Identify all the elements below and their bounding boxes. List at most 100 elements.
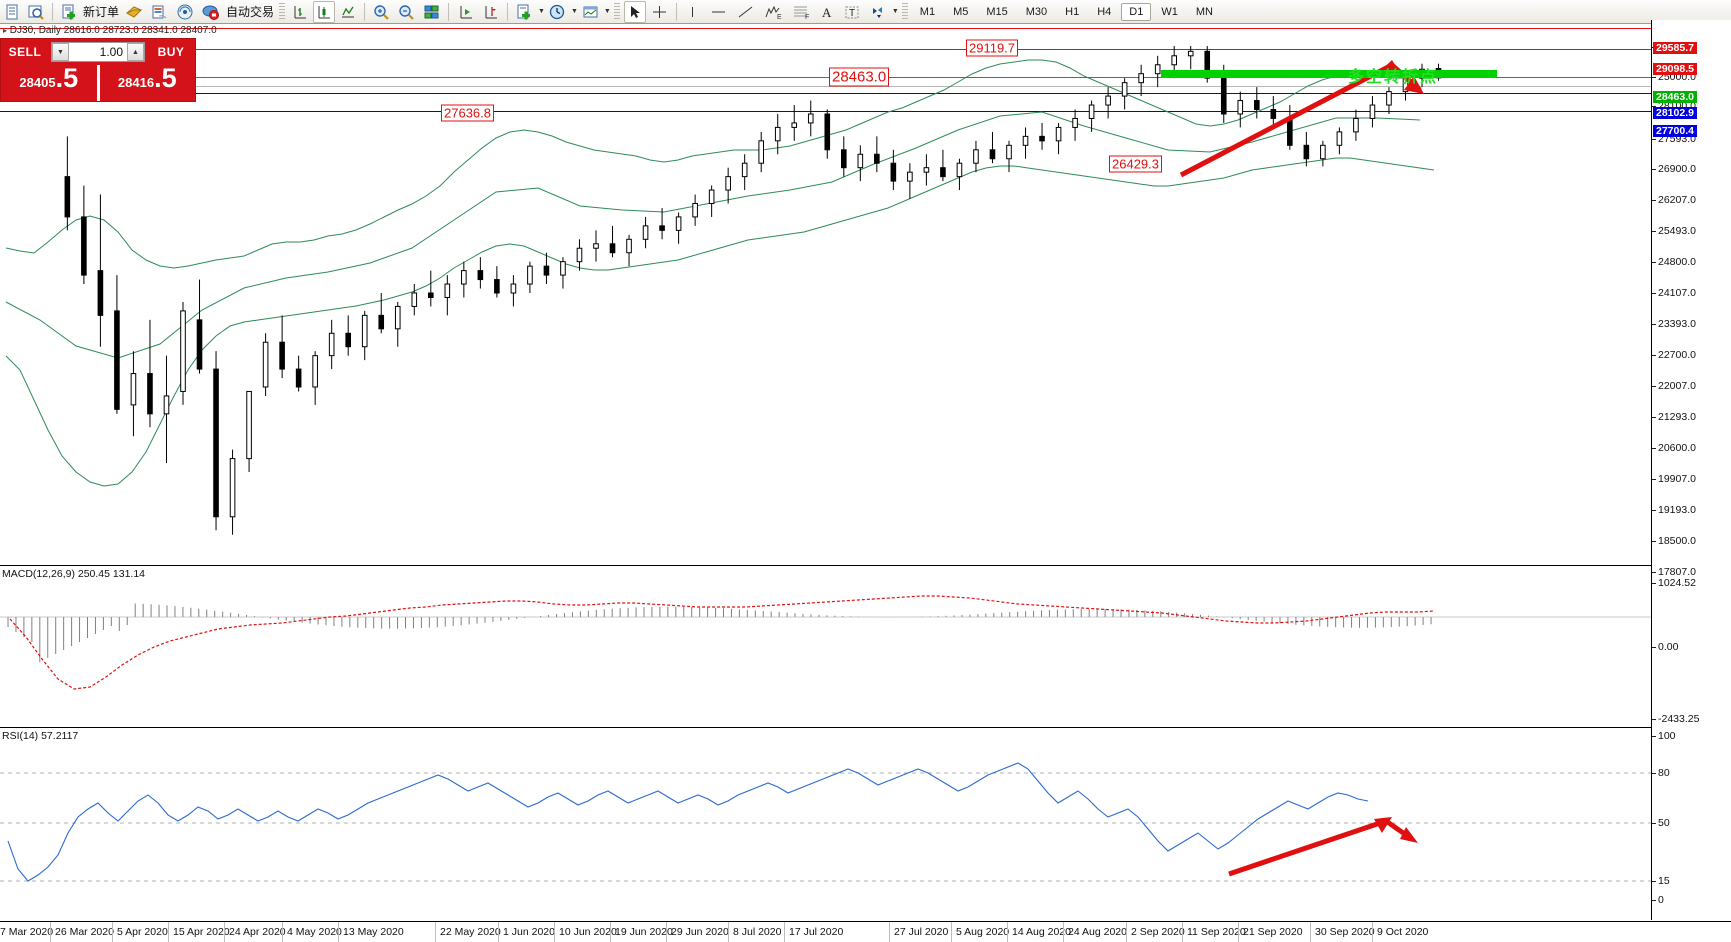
- tab-timeframe-w1[interactable]: W1: [1161, 5, 1178, 18]
- tab-timeframe-m1[interactable]: M1: [919, 5, 936, 18]
- zoom-in-icon[interactable]: [370, 1, 393, 23]
- indicators-icon[interactable]: [513, 1, 536, 23]
- price-axis[interactable]: 29602.025000.028100.027593.026900.026207…: [1651, 20, 1731, 920]
- tab-timeframe-h1[interactable]: H1: [1065, 5, 1080, 18]
- price-axis-chip[interactable]: 28463.0: [1653, 91, 1697, 103]
- tab-timeframe-m15[interactable]: M15: [986, 5, 1008, 18]
- date-axis-separator: [498, 922, 499, 942]
- chevron-down-icon-3[interactable]: ▼: [603, 8, 611, 15]
- sell-price[interactable]: 28405.5: [1, 65, 97, 101]
- tab-timeframe-mn[interactable]: MN: [1195, 5, 1213, 18]
- tab-timeframe-d1[interactable]: D1: [1121, 2, 1152, 21]
- candle-body: [1171, 55, 1178, 66]
- price-axis-label: 22007.0: [1658, 380, 1696, 392]
- candle-body: [411, 292, 418, 307]
- auto-scroll-icon[interactable]: [454, 1, 477, 23]
- price-axis-tick: [1652, 479, 1656, 480]
- price-axis-chip[interactable]: 29098.5: [1653, 63, 1697, 75]
- new-chart-icon[interactable]: [1, 1, 23, 23]
- chart-shift-icon[interactable]: [479, 1, 502, 23]
- autotrading-label[interactable]: 自动交易: [226, 5, 275, 19]
- tag-28463-0[interactable]: 28463.0: [829, 67, 890, 87]
- zoom-out-icon[interactable]: [395, 1, 418, 23]
- trade-panel-prices[interactable]: 28405.5 28416.5: [1, 65, 195, 101]
- tile-windows-icon[interactable]: [420, 1, 443, 23]
- date-axis-separator: [1007, 922, 1008, 942]
- autotrading-icon[interactable]: [199, 1, 223, 23]
- price-axis-label: 22700.0: [1658, 349, 1696, 361]
- date-axis[interactable]: 7 Mar 2020 26 Mar 2020 5 Apr 2020 15 Apr 20…: [0, 921, 1731, 942]
- one-click-trading-panel[interactable]: SELL ▼ 1.00 ▲ BUY 28405.5 28416.5: [0, 38, 196, 102]
- rsi-pane[interactable]: RSI(14) 57.2117: [0, 729, 1651, 920]
- price-axis-label: 20600.0: [1658, 442, 1696, 454]
- text-icon[interactable]: A: [816, 1, 838, 23]
- sell-button[interactable]: SELL: [8, 45, 42, 59]
- candle-body: [956, 162, 963, 178]
- tab-timeframe-h4[interactable]: H4: [1097, 5, 1112, 18]
- shapes-icon[interactable]: [866, 1, 890, 23]
- date-axis-separator: [1126, 922, 1127, 942]
- lot-increase-button[interactable]: ▲: [127, 43, 144, 61]
- candlestick-chart-icon[interactable]: [313, 0, 336, 23]
- fibonacci-icon[interactable]: F: [788, 1, 814, 23]
- lot-size-input[interactable]: 1.00: [99, 45, 123, 59]
- buy-button[interactable]: BUY: [157, 45, 185, 59]
- date-axis-separator: [554, 922, 555, 942]
- metaeditor-icon[interactable]: [122, 1, 146, 23]
- elliott-wave-icon[interactable]: E: [760, 1, 786, 23]
- toolbar-grip[interactable]: [279, 2, 286, 21]
- candle-body: [841, 149, 847, 169]
- chevron-down-icon-4[interactable]: ▼: [891, 8, 899, 15]
- lot-decrease-button[interactable]: ▼: [52, 43, 69, 61]
- line-chart-icon[interactable]: [337, 1, 359, 23]
- date-axis-label: 4 May 2020: [287, 926, 342, 938]
- price-axis-chip[interactable]: 28102.9: [1653, 107, 1697, 119]
- text-label-icon[interactable]: T: [840, 1, 864, 23]
- toolbar-grip-2[interactable]: [613, 2, 620, 21]
- horizontal-line-icon[interactable]: [706, 1, 731, 23]
- signals-icon[interactable]: [173, 1, 197, 23]
- bar-chart-icon[interactable]: [289, 1, 311, 23]
- price-axis-tick: [1652, 510, 1656, 511]
- candle-body: [973, 149, 979, 164]
- candle-body: [560, 261, 566, 276]
- toolbar-grip-3[interactable]: [901, 2, 908, 21]
- collapse-triangle-icon[interactable]: ▸: [3, 26, 8, 35]
- new-order-icon[interactable]: [58, 1, 80, 23]
- price-axis-chip[interactable]: 29585.7: [1653, 42, 1697, 54]
- tag-27636-8[interactable]: 27636.8: [441, 104, 494, 122]
- main-toolbar[interactable]: 新订单 自动交易: [0, 0, 1731, 24]
- turning-point-note[interactable]: 多空转折点: [1348, 67, 1439, 86]
- date-axis-separator: [338, 922, 339, 942]
- periods-icon[interactable]: [546, 1, 569, 23]
- price-pane[interactable]: 29119.7 28463.0 27636.8 26429.3 多空转折点: [0, 20, 1651, 566]
- crosshair-icon[interactable]: [648, 1, 671, 23]
- candle-body: [758, 140, 765, 164]
- rsi-series: [0, 762, 1651, 882]
- tab-timeframe-m30[interactable]: M30: [1025, 5, 1048, 18]
- trendline-icon[interactable]: [733, 1, 758, 23]
- chart-area[interactable]: 29119.7 28463.0 27636.8 26429.3 多空转折点 MA…: [0, 20, 1731, 920]
- chevron-down-icon-2[interactable]: ▼: [570, 8, 578, 15]
- price-axis-chip[interactable]: 27700.4: [1653, 125, 1697, 137]
- trade-panel-divider: [96, 65, 100, 101]
- date-axis-label: 24 Aug 2020: [1068, 926, 1127, 938]
- tag-29119-7[interactable]: 29119.7: [966, 39, 1019, 57]
- trade-panel-header[interactable]: SELL ▼ 1.00 ▲ BUY: [1, 39, 195, 65]
- cursor-icon[interactable]: [623, 0, 646, 23]
- tag-26429-3[interactable]: 26429.3: [1109, 155, 1162, 173]
- tab-timeframe-m5[interactable]: M5: [953, 5, 969, 18]
- chevron-down-icon[interactable]: ▼: [538, 8, 545, 15]
- chart-window-icon[interactable]: [25, 1, 47, 23]
- macd-pane[interactable]: MACD(12,26,9) 250.45 131.14: [0, 567, 1651, 728]
- strategy-tester-icon[interactable]: [148, 1, 171, 23]
- price-axis-tick: [1652, 647, 1656, 648]
- templates-icon[interactable]: [579, 1, 602, 23]
- lot-size-stepper[interactable]: ▼ 1.00 ▲: [51, 42, 145, 62]
- new-order-label[interactable]: 新订单: [83, 5, 120, 19]
- candle-body: [1320, 144, 1326, 160]
- buy-price[interactable]: 28416.5: [100, 65, 196, 101]
- price-axis-label: 1024.52: [1658, 577, 1696, 589]
- price-axis-label: 50: [1658, 817, 1670, 829]
- vertical-line-icon[interactable]: [682, 1, 704, 23]
